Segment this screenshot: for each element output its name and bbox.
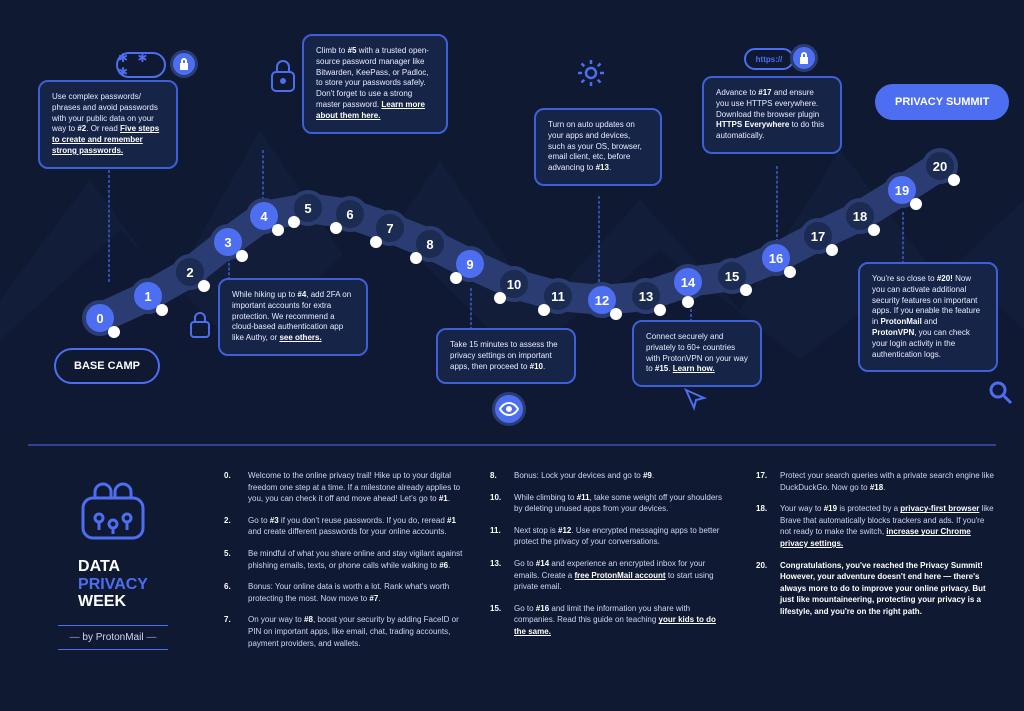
logo-title: DATA PRIVACY WEEK	[78, 558, 148, 611]
tip-row: 15.Go to #16 and limit the information y…	[490, 603, 730, 638]
node-dot	[198, 280, 210, 292]
lock-shape-icon	[188, 310, 212, 340]
padlock-outline-icon	[268, 58, 298, 94]
tip-card-1: Use complex passwords/ phrases and avoid…	[38, 80, 178, 169]
node-dot	[948, 174, 960, 186]
tip-row: 11.Next stop is #12. Use encrypted messa…	[490, 525, 730, 548]
tip-row: 7.On your way to #8, boost your security…	[224, 614, 464, 649]
node-dot	[784, 266, 796, 278]
magnifier-icon	[988, 380, 1014, 406]
tip-row: 8.Bonus: Lock your devices and go to #9.	[490, 470, 730, 482]
https-label: https://	[744, 48, 794, 70]
summit-badge: PRIVACY SUMMIT	[875, 84, 1009, 120]
lock-icon	[790, 44, 818, 72]
stars-icon: ✱ ✱ ✱	[116, 52, 166, 78]
node-dot	[108, 326, 120, 338]
node-dot	[910, 198, 922, 210]
by-line: — by ProtonMail —	[58, 625, 169, 650]
node-dot	[682, 296, 694, 308]
gear-icon	[576, 58, 606, 88]
tip-card-14: Connect securely and privately to 60+ co…	[632, 320, 762, 387]
tip-row: 18.Your way to #19 is protected by a pri…	[756, 503, 996, 549]
bottom-section: DATA PRIVACY WEEK — by ProtonMail — 0.We…	[0, 460, 1024, 700]
tip-row: 5.Be mindful of what you share online an…	[224, 548, 464, 571]
node-dot	[410, 252, 422, 264]
eye-icon	[492, 392, 526, 426]
node-dot	[868, 224, 880, 236]
lock-icon	[170, 50, 198, 78]
tips-col-2: 8.Bonus: Lock your devices and go to #9.…	[490, 470, 730, 700]
logo-block: DATA PRIVACY WEEK — by ProtonMail —	[28, 470, 198, 700]
tip-row: 17.Protect your search queries with a pr…	[756, 470, 996, 493]
node-dot	[330, 222, 342, 234]
tip-row: 13.Go to #14 and experience an encrypted…	[490, 558, 730, 593]
node-dot	[654, 304, 666, 316]
tip-row: 10.While climbing to #11, take some weig…	[490, 492, 730, 515]
basecamp-badge: BASE CAMP	[54, 348, 160, 384]
tips-columns: 0.Welcome to the online privacy trail! H…	[224, 470, 996, 700]
node-dot	[538, 304, 550, 316]
tips-col-1: 0.Welcome to the online privacy trail! H…	[224, 470, 464, 700]
node-dot	[494, 292, 506, 304]
logo-icon	[77, 480, 149, 544]
tip-card-9: Take 15 minutes to assess the privacy se…	[436, 328, 576, 384]
node-dot	[370, 236, 382, 248]
node-14: 14	[670, 264, 706, 300]
tip-row: 20.Congratulations, you've reached the P…	[756, 560, 996, 618]
node-dot	[740, 284, 752, 296]
tip-card-3: While hiking up to #4, add 2FA on import…	[218, 278, 368, 356]
cursor-icon	[682, 386, 708, 412]
tip-card-4: Climb to #5 with a trusted open-source p…	[302, 34, 448, 134]
node-dot	[272, 224, 284, 236]
node-dot	[236, 250, 248, 262]
tip-row: 0.Welcome to the online privacy trail! H…	[224, 470, 464, 505]
node-dot	[288, 216, 300, 228]
tip-row: 2.Go to #3 if you don't reuse passwords.…	[224, 515, 464, 538]
tips-col-3: 17.Protect your search queries with a pr…	[756, 470, 996, 700]
tip-row: 6.Bonus: Your online data is worth a lot…	[224, 581, 464, 604]
node-dot	[450, 272, 462, 284]
tip-card-12: Turn on auto updates on your apps and de…	[534, 108, 662, 186]
tip-card-19: You're so close to #20! Now you can acti…	[858, 262, 998, 372]
divider	[28, 444, 996, 446]
node-dot	[156, 304, 168, 316]
node-dot	[826, 244, 838, 256]
tip-card-16: Advance to #17 and ensure you use HTTPS …	[702, 76, 842, 154]
node-dot	[610, 308, 622, 320]
